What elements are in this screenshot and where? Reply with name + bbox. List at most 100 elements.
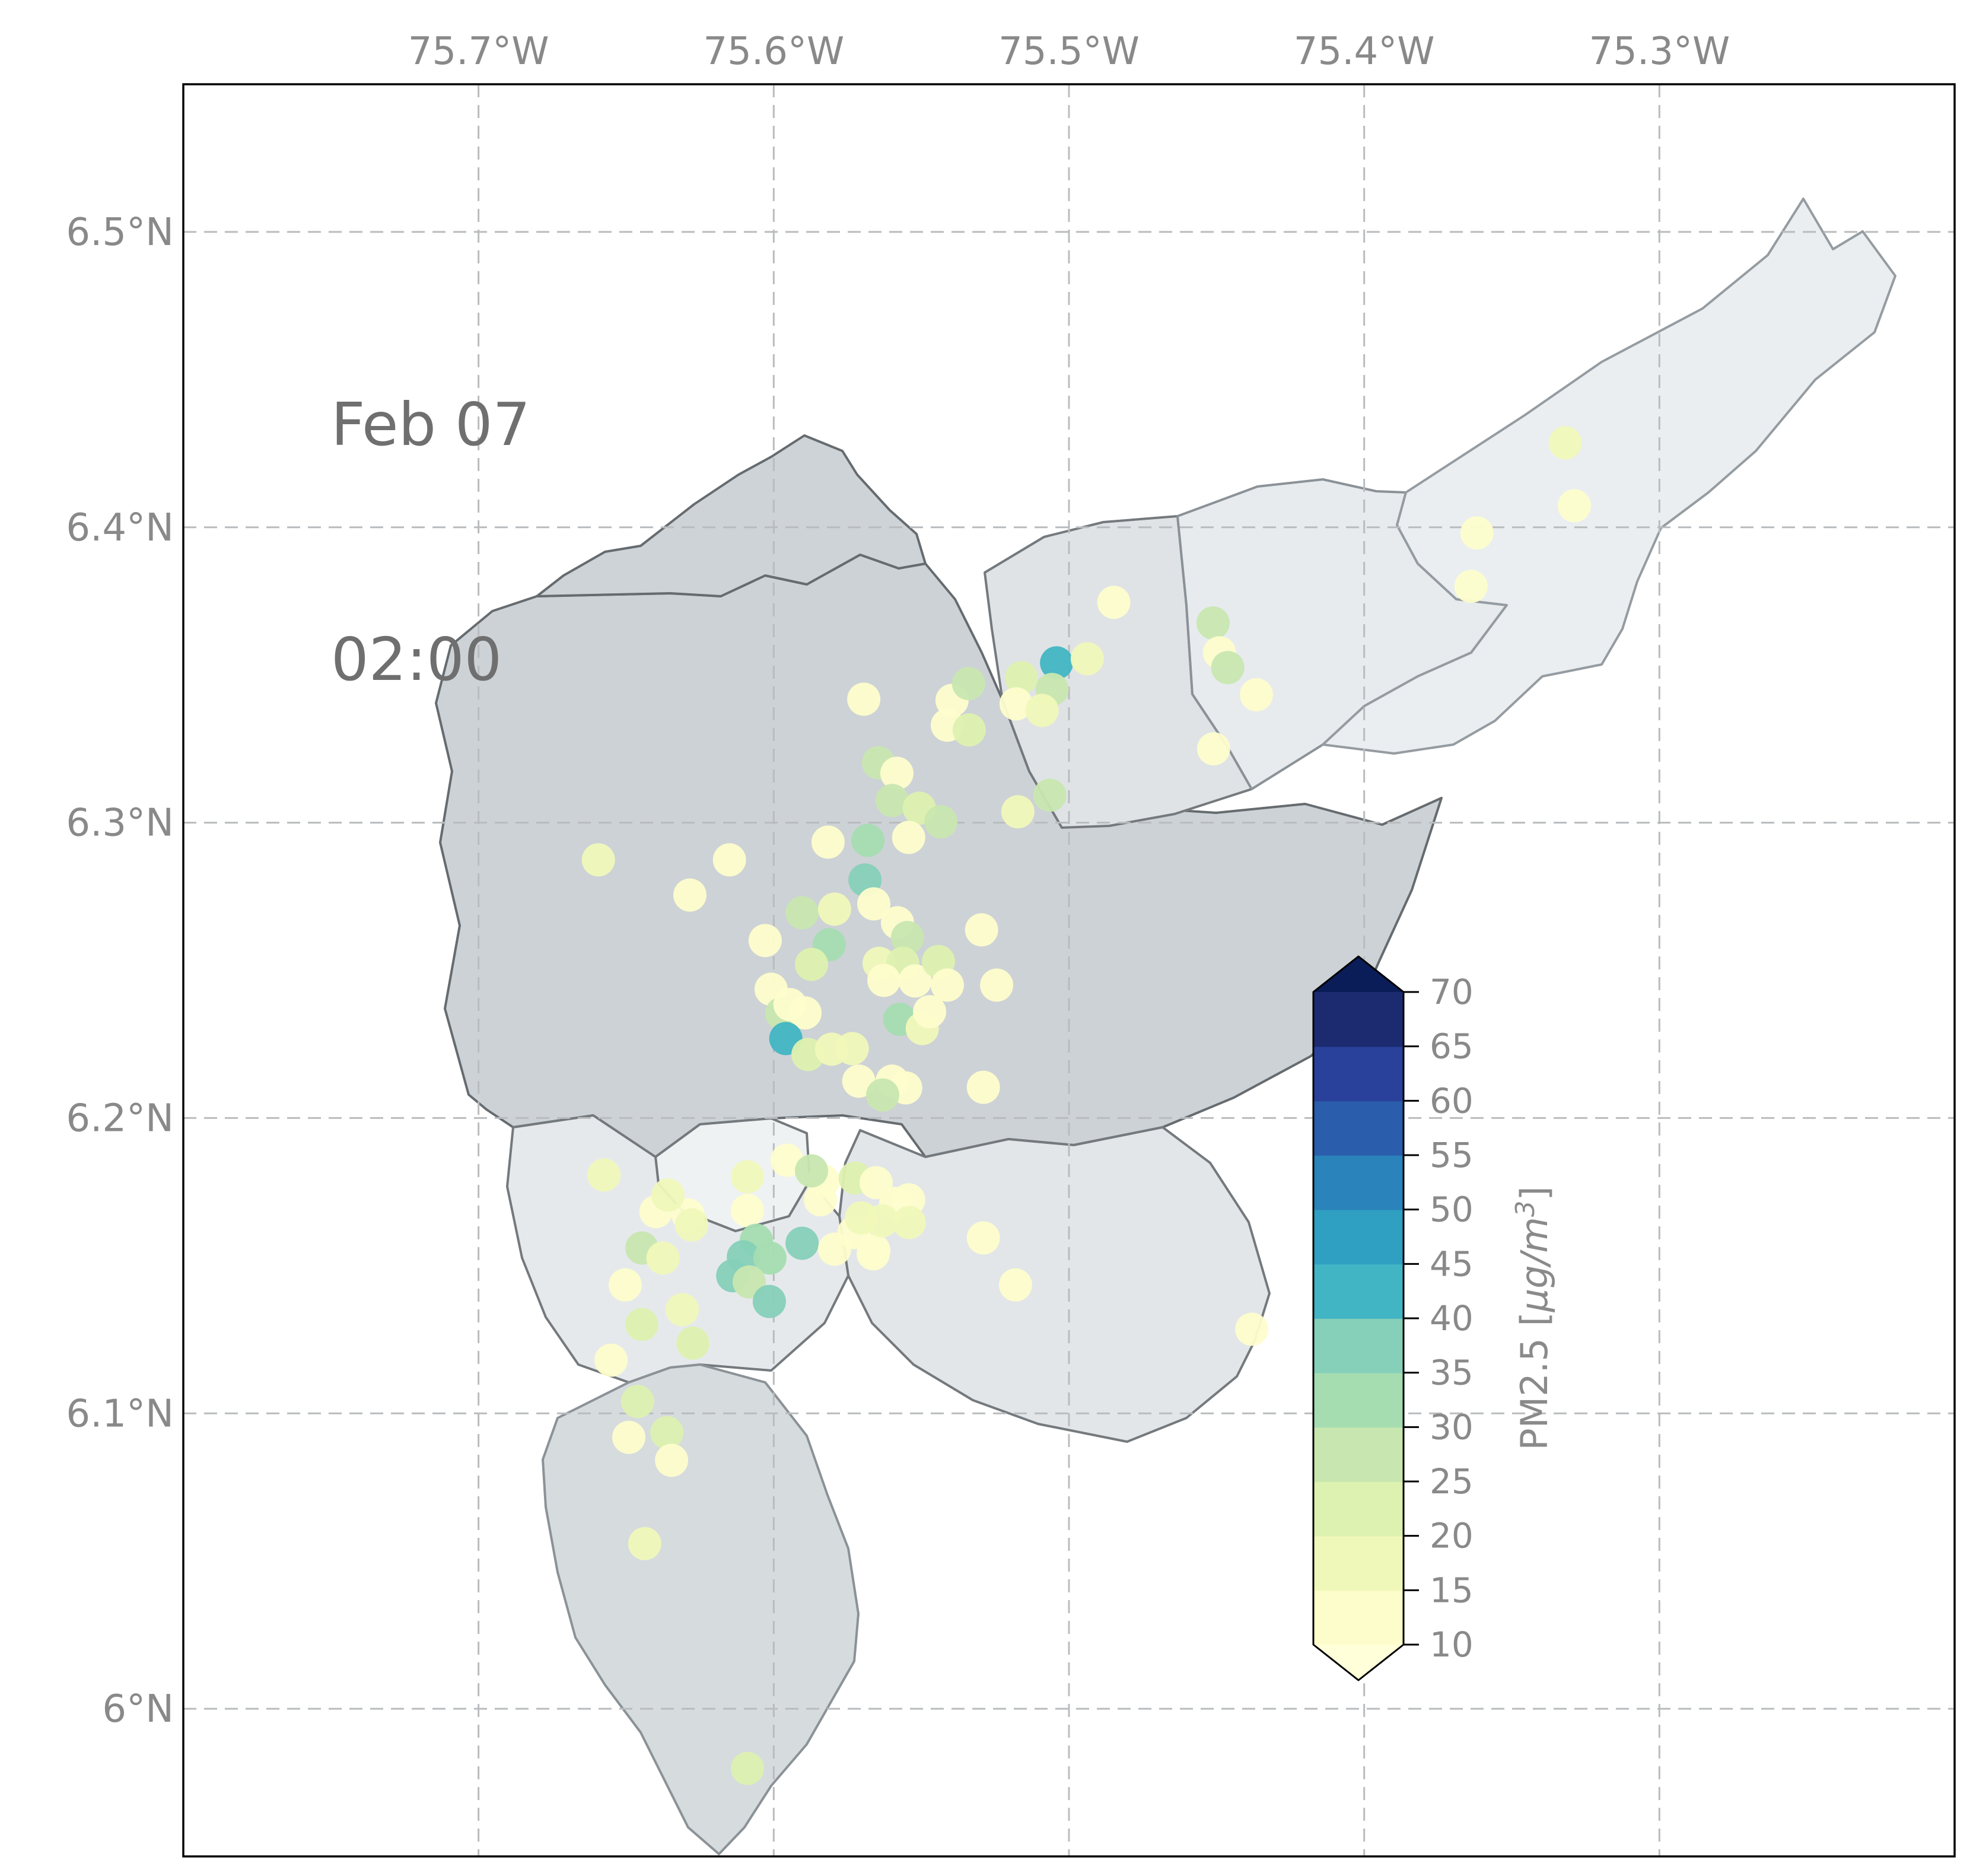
data-point	[999, 687, 1033, 721]
region-barbosa	[1322, 198, 1896, 755]
data-point	[748, 924, 782, 958]
data-point	[646, 1241, 680, 1275]
data-point	[952, 667, 985, 701]
data-point	[811, 825, 845, 859]
data-point	[785, 896, 819, 930]
colorbar-segment	[1313, 1535, 1404, 1591]
data-point	[804, 1183, 837, 1217]
colorbar-segment	[1313, 1427, 1404, 1482]
data-point	[594, 1343, 628, 1377]
colorbar-label-prefix: PM2.5 [	[1512, 1312, 1556, 1451]
data-point	[731, 1194, 764, 1228]
x-tick-label: 75.6°W	[703, 30, 844, 74]
y-tick-label: 6.5°N	[66, 211, 174, 255]
colorbar-tick-label: 65	[1430, 1026, 1474, 1067]
colorbar-tick-label: 45	[1430, 1244, 1474, 1284]
colorbar-label-suffix: ]	[1512, 1186, 1556, 1201]
data-point	[795, 1154, 828, 1188]
colorbar-tick-label: 35	[1430, 1353, 1474, 1393]
data-point	[898, 964, 932, 998]
data-point	[628, 1527, 661, 1560]
data-point	[1033, 778, 1067, 812]
data-point	[880, 756, 914, 790]
data-point	[712, 843, 746, 877]
gridlines	[183, 84, 1955, 1856]
colorbar-segment	[1313, 1590, 1404, 1645]
data-point	[625, 1308, 658, 1341]
data-point	[581, 843, 615, 877]
data-point	[890, 921, 924, 955]
data-point	[785, 1226, 819, 1260]
data-point	[1004, 661, 1038, 695]
data-point	[731, 1160, 764, 1194]
x-tick-label: 75.3°W	[1589, 30, 1730, 74]
data-point	[1196, 732, 1230, 766]
colorbar-label-superscript: 3	[1511, 1200, 1541, 1217]
data-point	[753, 1241, 787, 1275]
data-point	[1235, 1312, 1269, 1346]
data-point	[673, 878, 707, 912]
colorbar-tick-label: 50	[1430, 1190, 1474, 1230]
data-point	[609, 1268, 642, 1302]
data-point	[851, 823, 885, 857]
data-point	[1025, 694, 1059, 727]
data-point	[1211, 651, 1245, 685]
data-point	[1196, 606, 1230, 640]
data-point	[650, 1416, 684, 1449]
data-point	[965, 913, 998, 947]
timestamp-time: 02:00	[331, 625, 502, 694]
data-point	[795, 947, 828, 981]
data-point	[1454, 570, 1488, 603]
data-point	[655, 1443, 689, 1477]
colorbar-segment	[1313, 1264, 1404, 1319]
region-caldas	[542, 1363, 860, 1855]
data-point	[676, 1326, 709, 1360]
data-point	[1240, 678, 1273, 711]
data-point	[980, 968, 1014, 1002]
data-point	[612, 1420, 645, 1454]
x-tick-label: 75.5°W	[998, 30, 1140, 74]
x-tick-label: 75.4°W	[1294, 30, 1435, 74]
timestamp: Feb 07 02:00	[331, 229, 530, 856]
y-tick-label: 6.3°N	[66, 802, 174, 845]
axis-tick-labels: 75.7°W 75.6°W 75.5°W 75.4°W 75.3°W 6.5°N 6.4°N…	[66, 30, 1730, 1731]
colorbar-segment	[1313, 1318, 1404, 1373]
colorbar-tick-label: 40	[1430, 1298, 1474, 1338]
colorbar-tick-label: 60	[1430, 1080, 1474, 1121]
data-point	[866, 1078, 899, 1112]
x-tick-label: 75.7°W	[408, 30, 549, 74]
colorbar-under-arrow	[1313, 1645, 1404, 1680]
data-point	[1070, 642, 1104, 676]
data-point	[817, 892, 851, 926]
data-point	[666, 1293, 699, 1327]
y-tick-label: 6°N	[102, 1687, 174, 1731]
colorbar-tick-label: 15	[1430, 1570, 1474, 1610]
colorbar-label-units: μg/m	[1512, 1217, 1556, 1312]
data-point	[587, 1158, 621, 1192]
data-point	[847, 682, 881, 716]
colorbar-tick-label: 20	[1430, 1516, 1474, 1556]
colorbar-segment	[1313, 1372, 1404, 1428]
data-point	[892, 1206, 926, 1239]
plot-frame	[182, 83, 1956, 1858]
colorbar-segment	[1313, 1481, 1404, 1537]
data-point	[913, 995, 947, 1029]
colorbar-over-arrow	[1313, 956, 1404, 992]
colorbar-segment	[1313, 1101, 1404, 1156]
data-point	[892, 821, 925, 854]
data-point	[1040, 646, 1074, 680]
data-point	[731, 1751, 764, 1785]
data-point	[952, 713, 986, 747]
municipality-regions	[435, 198, 1896, 1855]
colorbar-segment	[1313, 1046, 1404, 1102]
data-point	[1460, 516, 1494, 550]
data-point	[966, 1221, 1000, 1255]
region-bello	[536, 434, 927, 597]
data-point	[651, 1178, 685, 1212]
region-envigado	[838, 1126, 1271, 1443]
colorbar-tick-label: 10	[1430, 1624, 1474, 1665]
data-point	[752, 1284, 786, 1318]
data-point	[998, 1268, 1032, 1302]
data-point	[875, 784, 909, 818]
